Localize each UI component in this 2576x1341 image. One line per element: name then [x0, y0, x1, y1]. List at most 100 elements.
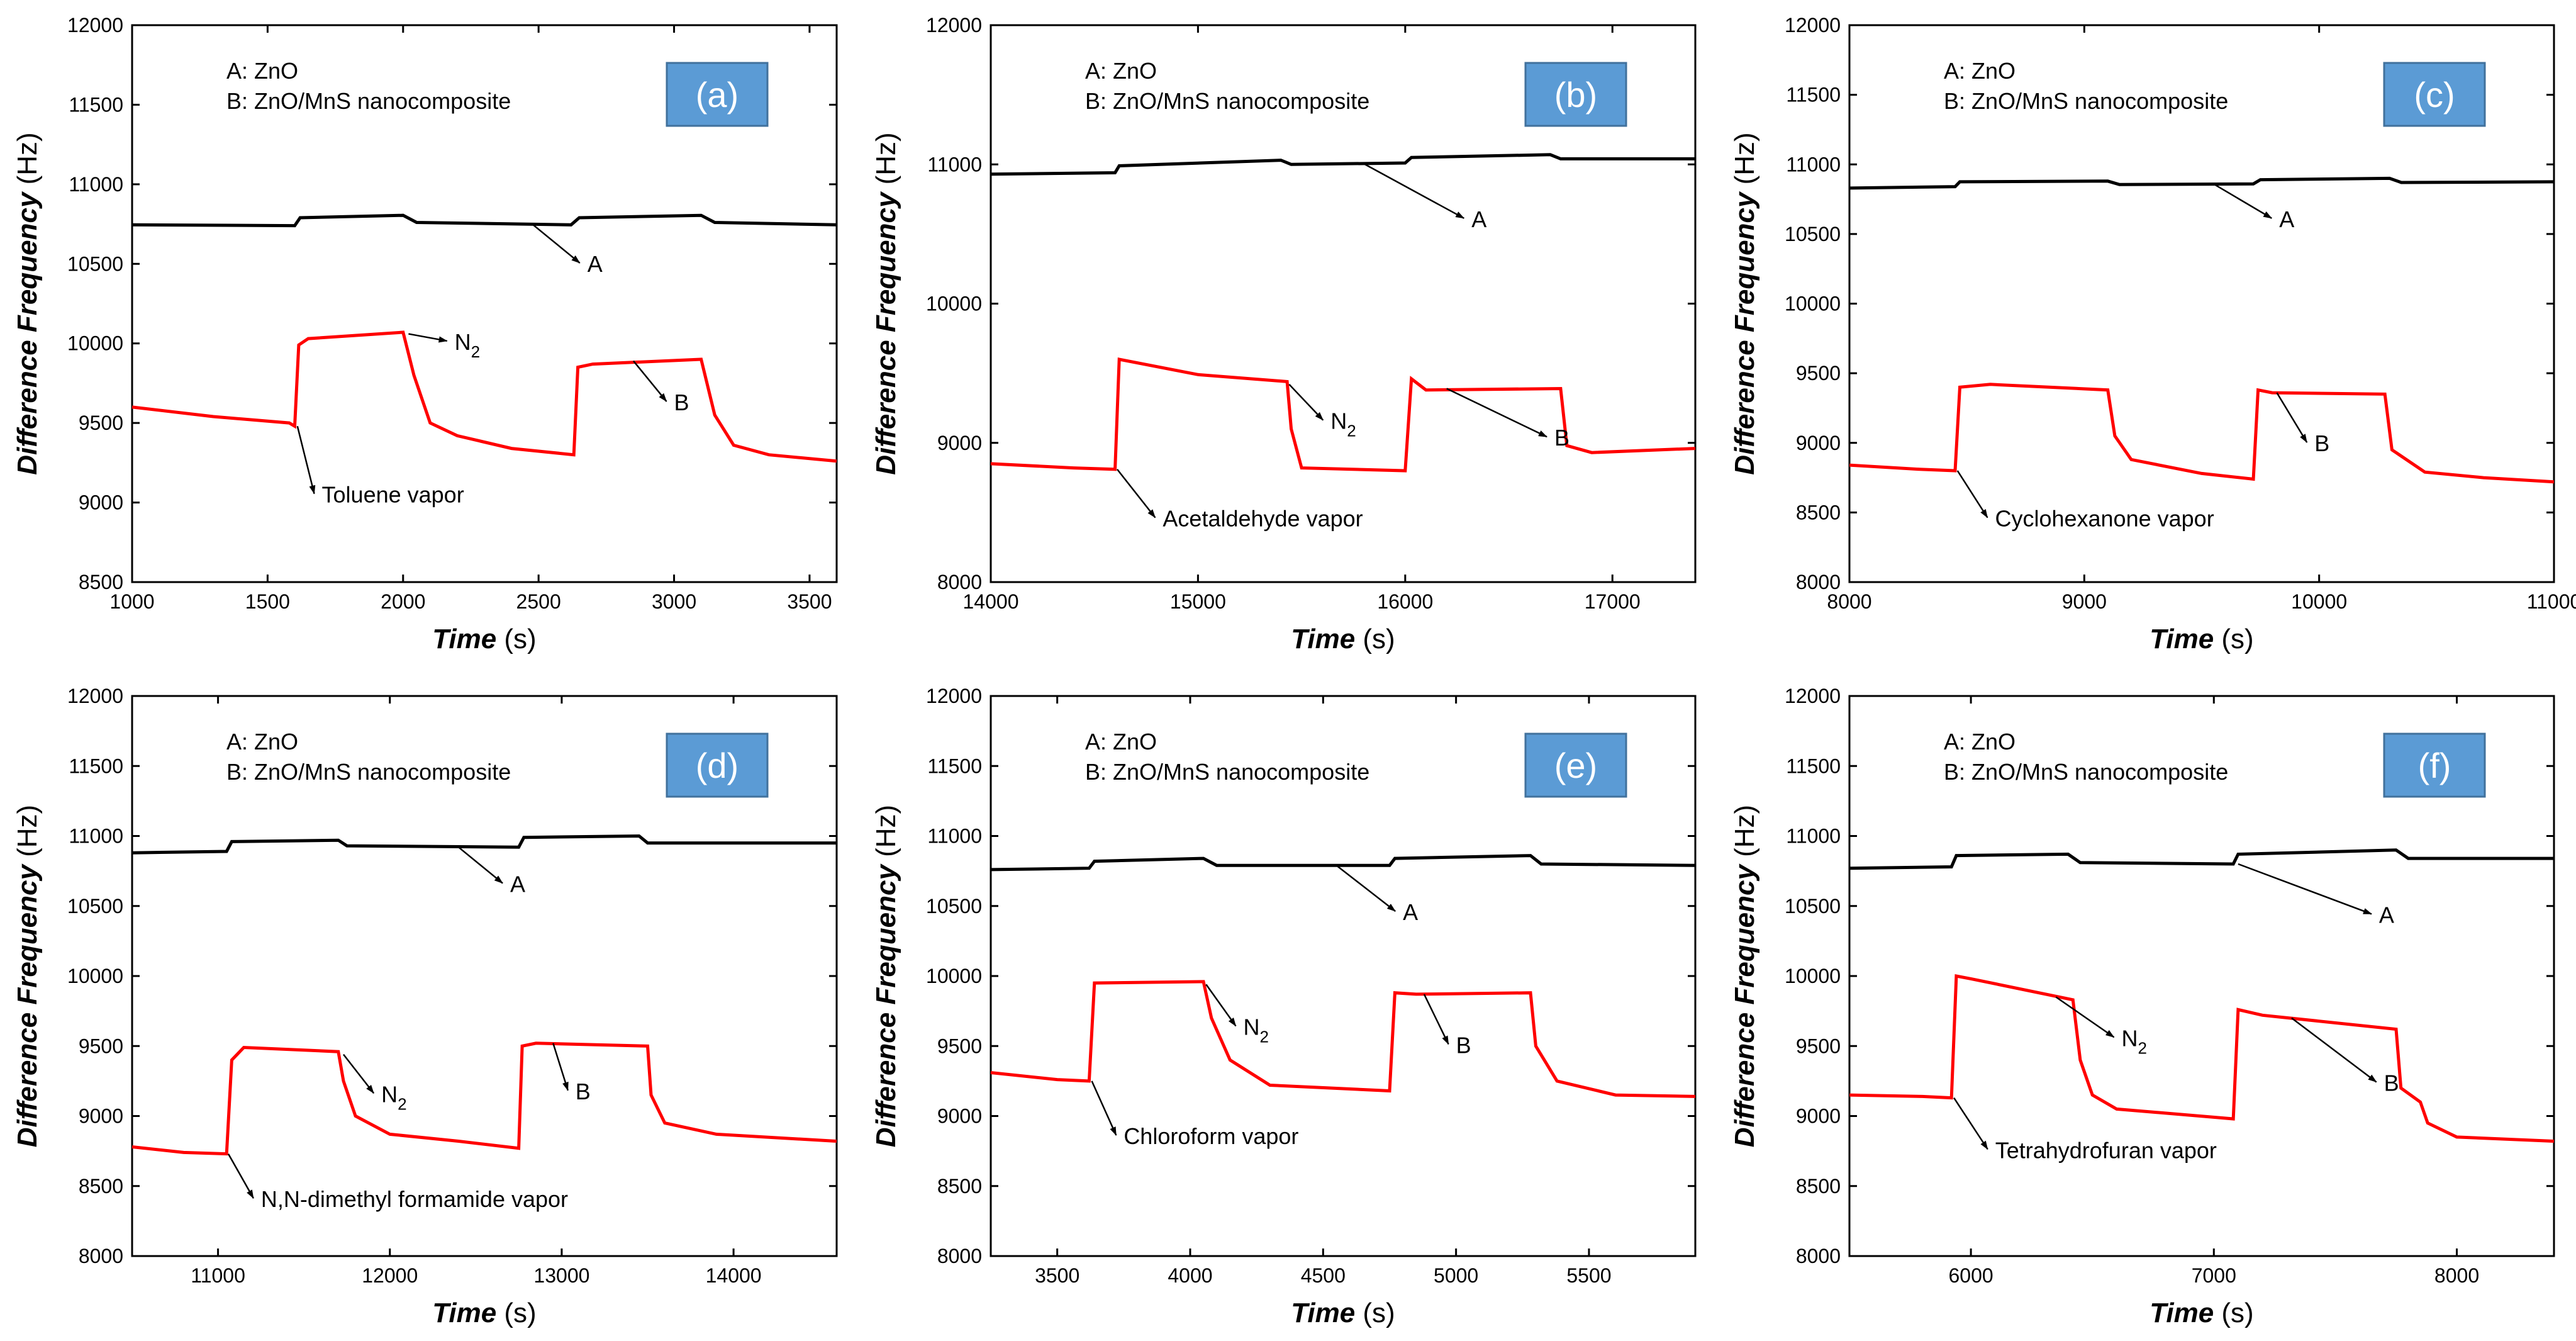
- legend-entry: B: ZnO/MnS nanocomposite: [1085, 88, 1369, 114]
- panel-c: 8000 8500 9000 9500 10000 10500 11000 11500 1200…: [1717, 0, 2576, 667]
- chart-svg: 8500 9000 9500 10000 10500 11000 11500 12000 100…: [12, 14, 838, 654]
- y-axis-label: Difference Frequency (Hz): [12, 805, 43, 1147]
- annotation-arrow: [1423, 994, 1449, 1045]
- x-tick-label: 5500: [1566, 1264, 1611, 1287]
- annotation-label: B: [2314, 430, 2329, 456]
- annotation-label: N2: [2122, 1025, 2147, 1057]
- annotation-arrow: [1205, 984, 1237, 1027]
- y-axis-label: Difference Frequency (Hz): [12, 132, 43, 474]
- legend-entry: A: ZnO: [1944, 58, 2016, 84]
- panel-b: 8000 9000 10000 11000 12000 14000 15000 16000 17…: [859, 0, 1717, 667]
- chart-svg: 8000 8500 9000 9500 10000 10500 11000 11500 1200…: [871, 685, 1697, 1328]
- series-A-line: [1849, 848, 2554, 870]
- x-axis-label: Time (s): [2149, 1298, 2253, 1328]
- x-tick-label: 16000: [1377, 590, 1433, 613]
- y-tick-label: 11000: [927, 825, 982, 848]
- x-tick-label: 2500: [516, 590, 561, 613]
- x-axis-label: Time (s): [1291, 1298, 1395, 1328]
- y-tick-label: 10500: [1785, 895, 1841, 917]
- panel-label-badge: [2383, 732, 2486, 798]
- x-tick-label: 9000: [2062, 590, 2107, 613]
- y-tick-label: 12000: [67, 14, 123, 36]
- y-tick-label: 9000: [937, 432, 982, 454]
- x-tick-label: 17000: [1585, 590, 1641, 613]
- annotation-label: Toluene vapor: [322, 482, 464, 508]
- annotation-arrow: [1363, 163, 1465, 219]
- chart-svg: 8000 8500 9000 9500 10000 10500 11000 11500 1200…: [12, 685, 838, 1328]
- panel-label: (a): [696, 75, 739, 115]
- annotation-label: A: [2379, 902, 2394, 928]
- x-tick-label: 14000: [963, 590, 1019, 613]
- x-tick-label: 15000: [1170, 590, 1226, 613]
- legend-entry: A: ZnO: [1085, 729, 1157, 755]
- panel-label: (d): [696, 746, 739, 785]
- y-tick-label: 9000: [1796, 432, 1841, 454]
- y-tick-label: 8500: [79, 1175, 123, 1198]
- panel-a: 8500 9000 9500 10000 10500 11000 11500 12000 100…: [0, 0, 859, 667]
- y-tick-label: 9000: [79, 1105, 123, 1128]
- annotation-label: N2: [381, 1081, 406, 1113]
- y-axis-label: Difference Frequency (Hz): [871, 805, 901, 1147]
- y-axis-label: Difference Frequency (Hz): [1729, 805, 1760, 1147]
- y-tick-label: 10500: [926, 895, 982, 917]
- panel-label-badge: [1524, 732, 1627, 798]
- legend-entry: B: ZnO/MnS nanocomposite: [1944, 759, 2228, 785]
- x-axis-label: Time (s): [1291, 624, 1395, 654]
- series-B-line: [131, 1041, 837, 1156]
- annotation-label: Tetrahydrofuran vapor: [1995, 1137, 2217, 1163]
- panel-label-badge: [2383, 62, 2486, 127]
- y-tick-label: 11500: [927, 755, 982, 777]
- y-tick-label: 11500: [69, 93, 123, 116]
- x-tick-label: 1000: [109, 590, 154, 613]
- annotation-arrow: [1956, 470, 1988, 519]
- annotation-label: B: [576, 1079, 591, 1104]
- x-tick-label: 11000: [191, 1264, 245, 1287]
- y-tick-label: 9000: [1796, 1105, 1841, 1128]
- annotation-label: A: [1403, 899, 1418, 925]
- y-tick-label: 11000: [69, 173, 123, 196]
- annotation-label: A: [1471, 206, 1486, 232]
- series-A-line: [990, 153, 1695, 176]
- annotation-label: A: [2279, 206, 2294, 232]
- x-tick-label: 5000: [1434, 1264, 1478, 1287]
- y-axis-label: Difference Frequency (Hz): [1729, 132, 1760, 474]
- y-tick-label: 8500: [79, 571, 123, 593]
- x-tick-label: 8000: [1827, 590, 1871, 613]
- x-tick-label: 3500: [787, 590, 832, 613]
- annotation-label: N2: [1244, 1014, 1269, 1046]
- y-tick-label: 10000: [926, 293, 982, 315]
- plot-frame: [131, 24, 838, 583]
- legend-entry: A: ZnO: [226, 729, 298, 755]
- legend-entry: A: ZnO: [1944, 729, 2016, 755]
- y-tick-label: 8000: [937, 571, 982, 593]
- annotation-arrow: [408, 333, 448, 343]
- y-tick-label: 11000: [1786, 825, 1841, 848]
- x-tick-label: 1500: [245, 590, 290, 613]
- y-tick-label: 10500: [1785, 223, 1841, 245]
- y-tick-label: 9500: [79, 1035, 123, 1057]
- panel-label-badge: [1524, 62, 1627, 127]
- x-tick-label: 10000: [2291, 590, 2347, 613]
- y-tick-label: 12000: [926, 685, 982, 707]
- x-axis-label: Time (s): [432, 1298, 536, 1328]
- y-tick-label: 11500: [69, 755, 123, 777]
- annotation-label: B: [2384, 1070, 2399, 1096]
- annotation-arrow: [552, 1043, 569, 1091]
- annotation-arrow: [1288, 383, 1324, 421]
- annotation-arrow: [227, 1153, 254, 1199]
- series-A-line: [131, 834, 837, 855]
- x-tick-label: 6000: [1949, 1264, 1993, 1287]
- panel-label: (e): [1554, 746, 1597, 785]
- y-tick-label: 10500: [67, 252, 123, 275]
- series-A-line: [1849, 176, 2555, 190]
- y-tick-label: 12000: [67, 685, 123, 707]
- annotation-arrow: [2213, 183, 2273, 219]
- x-tick-label: 8000: [2434, 1264, 2479, 1287]
- y-tick-label: 8000: [937, 1245, 982, 1267]
- legend-entry: A: ZnO: [226, 58, 298, 84]
- x-tick-label: 2000: [381, 590, 425, 613]
- annotation-arrow: [1953, 1097, 1988, 1150]
- series-B-line: [1849, 383, 2555, 484]
- y-tick-label: 12000: [926, 14, 982, 36]
- y-tick-label: 10000: [67, 332, 123, 355]
